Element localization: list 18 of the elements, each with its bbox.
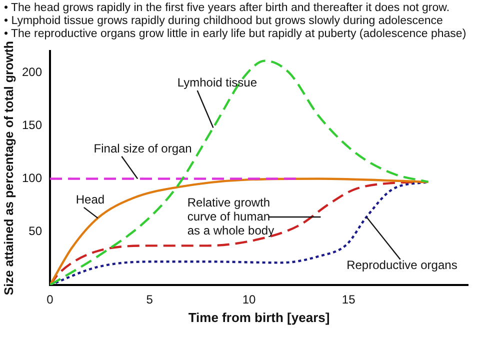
series-label: Lymhoid tissue xyxy=(177,75,258,90)
series-label: Head xyxy=(76,192,105,206)
x-tick-label: 15 xyxy=(342,292,356,307)
x-tick-label: 10 xyxy=(242,292,256,307)
y-axis-title: Size attained as percentage of total growth xyxy=(2,40,16,296)
x-tick-label: 5 xyxy=(146,292,154,307)
text: • The head grows rapidly in the first five years after birth and thereafter it does not grow. xyxy=(4,2,451,15)
y-tick-label: 50 xyxy=(28,224,42,238)
y-tick-label: 100 xyxy=(22,171,42,186)
series-label: Reproductive organs xyxy=(346,258,458,272)
text: • The reproductive organs grow little in early life but rapidly at puberty (adolescence phase) xyxy=(4,28,468,41)
text: • Lymphoid tissue grows rapidly during childhood but grows slowly during adolescence xyxy=(4,15,444,28)
y-tick-label: 200 xyxy=(22,64,42,79)
x-axis-title: Time from birth [years] xyxy=(188,310,330,325)
x-tick-label: 0 xyxy=(46,292,54,307)
series-label: Relative growth curve of human as a whole body xyxy=(187,195,274,238)
series-label: Final size of organ xyxy=(94,141,192,156)
y-tick-label: 150 xyxy=(22,118,42,132)
